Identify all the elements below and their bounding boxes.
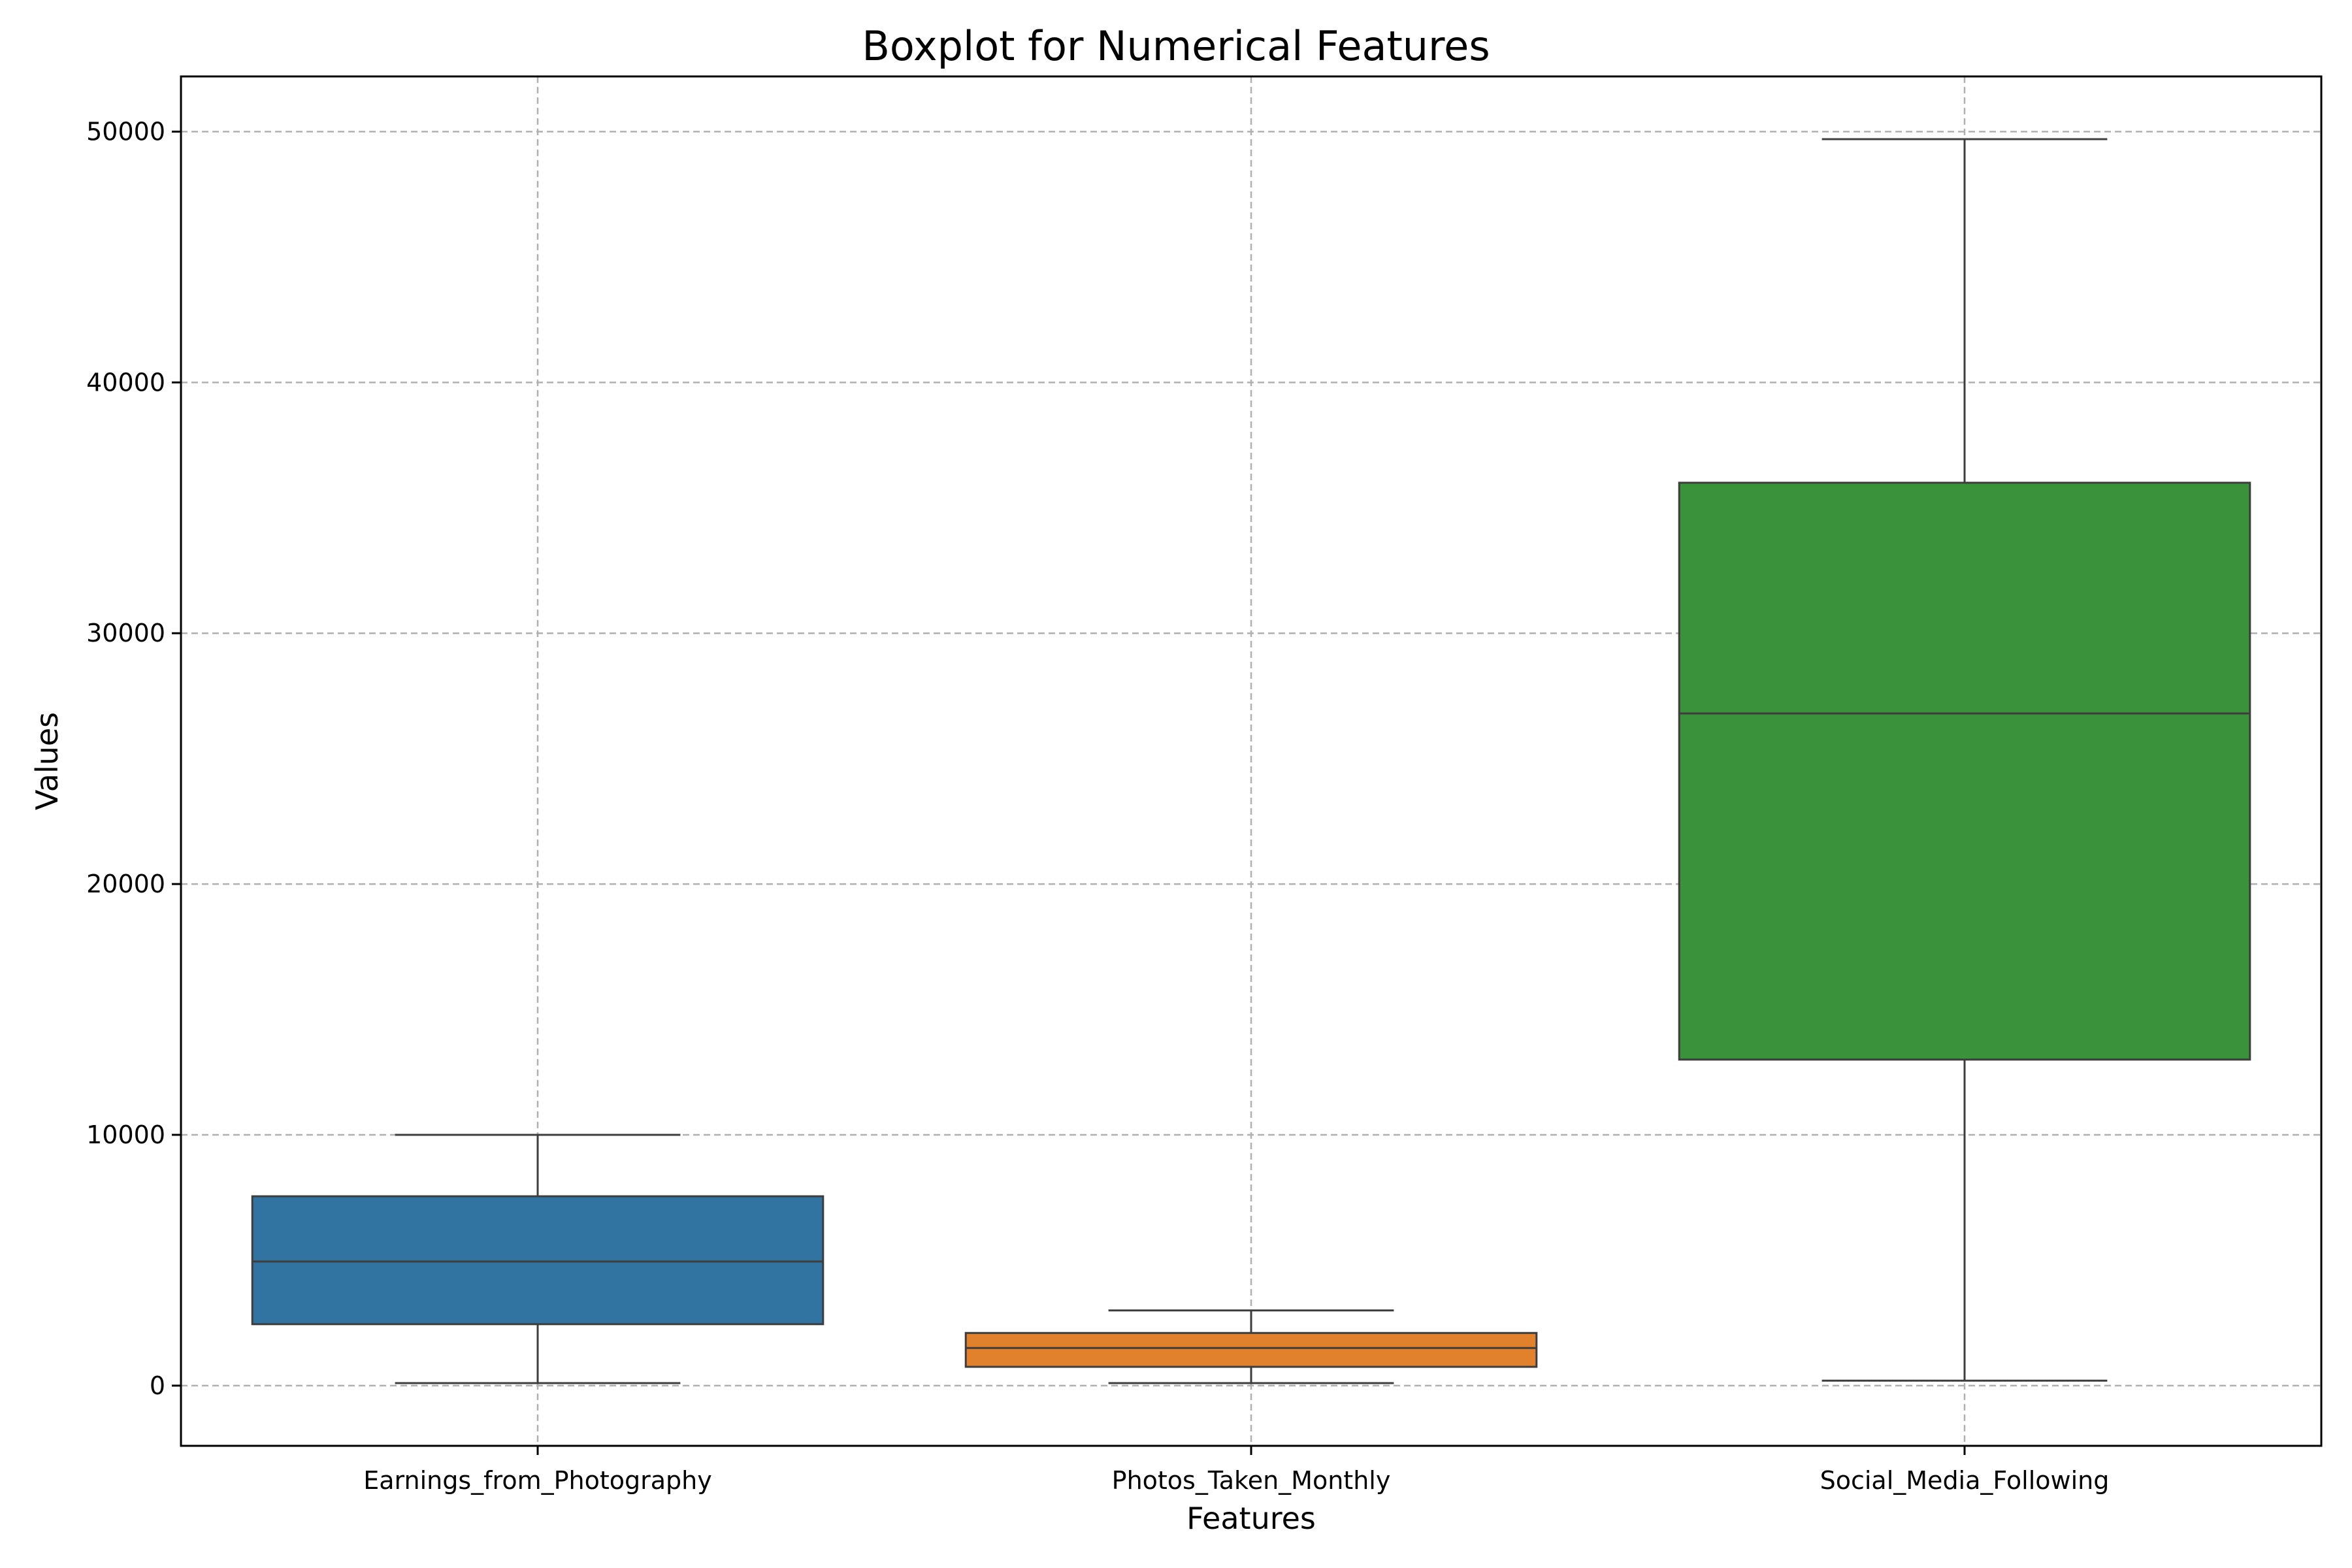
box-layer [251,138,2251,1384]
box-social-media-following [1678,138,2251,1382]
box-earnings-from-photography [251,1134,825,1384]
x-tick-label: Social_Media_Following [1820,1466,2110,1495]
y-tick-label: 20000 [86,870,165,898]
x-tick-label: Photos_Taken_Monthly [1112,1466,1391,1495]
iqr-box [964,1331,1538,1368]
iqr-box [1678,482,2251,1061]
box-photos-taken-monthly [964,1309,1538,1384]
chart-title: Boxplot for Numerical Features [862,22,1490,70]
y-tick-label: 50000 [86,117,165,146]
tick-layer: 0 10000 20000 30000 40000 50000 Earnings_from_… [86,117,2109,1495]
y-tick-label: 10000 [86,1120,165,1149]
y-tick-label: 0 [150,1371,165,1400]
y-tick-label: 30000 [86,619,165,647]
iqr-box [251,1195,825,1326]
x-axis-label: Features [1186,1501,1316,1536]
y-axis-label: Values [29,712,65,810]
x-tick-label: Earnings_from_Photography [363,1466,711,1495]
y-tick-label: 40000 [86,368,165,397]
